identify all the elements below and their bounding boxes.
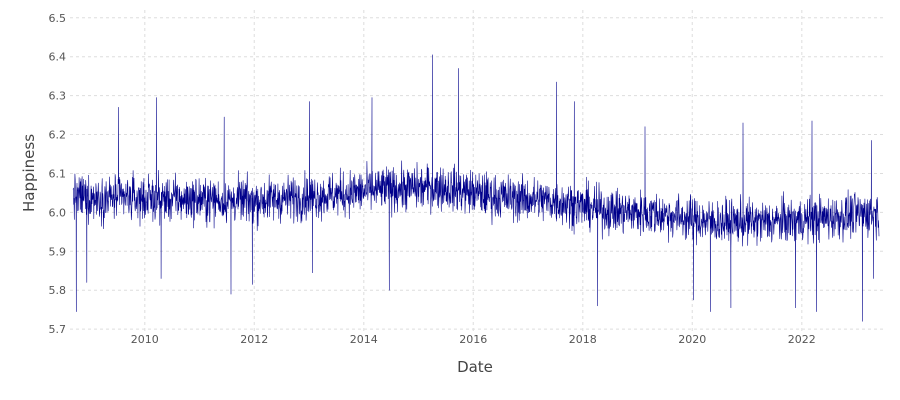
y-tick-label: 6.5 <box>49 12 67 25</box>
y-axis-title: Happiness <box>20 134 38 212</box>
x-tick-label: 2014 <box>350 333 378 346</box>
happiness-series-line <box>72 54 880 322</box>
y-tick-label: 6.3 <box>49 90 67 103</box>
y-tick-label: 5.9 <box>49 245 67 258</box>
y-tick-label: 5.8 <box>49 284 67 297</box>
x-tick-label: 2020 <box>678 333 706 346</box>
x-tick-label: 2010 <box>131 333 159 346</box>
x-tick-label: 2022 <box>788 333 816 346</box>
grid <box>70 10 885 333</box>
x-tick-label: 2012 <box>240 333 268 346</box>
tick-labels: 5.7 5.8 5.9 6.0 6.1 6.2 6.3 6.4 6.5 2010 2012 2014 2… <box>49 12 816 346</box>
y-tick-label: 6.2 <box>49 129 67 142</box>
x-axis-title: Date <box>457 358 493 376</box>
x-tick-label: 2018 <box>569 333 597 346</box>
y-tick-label: 5.7 <box>49 323 67 336</box>
y-tick-label: 6.0 <box>49 206 67 219</box>
y-tick-label: 6.4 <box>49 51 67 64</box>
y-tick-label: 6.1 <box>49 167 67 180</box>
x-tick-label: 2016 <box>459 333 487 346</box>
